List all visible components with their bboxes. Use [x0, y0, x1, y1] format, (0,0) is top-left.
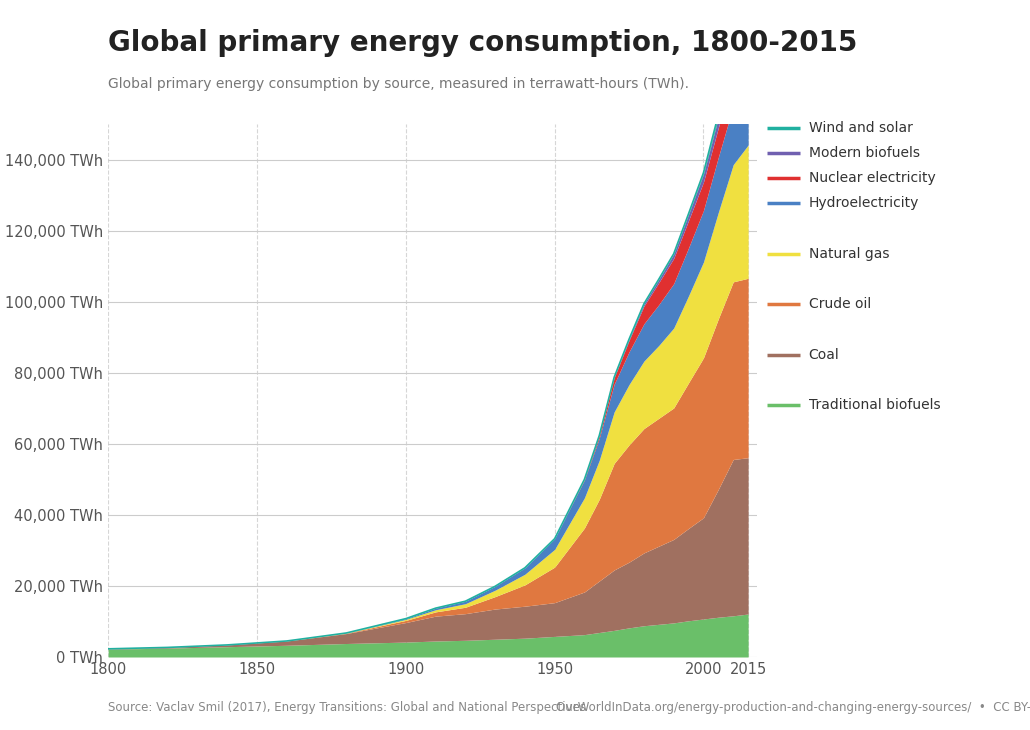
Text: Global primary energy consumption, 1800-2015: Global primary energy consumption, 1800-… — [108, 29, 858, 57]
Text: Hydroelectricity: Hydroelectricity — [809, 196, 919, 210]
Text: Our World: Our World — [920, 36, 995, 50]
Text: Wind and solar: Wind and solar — [809, 120, 913, 135]
Text: Coal: Coal — [809, 347, 839, 362]
Text: Natural gas: Natural gas — [809, 247, 889, 261]
Text: Modern biofuels: Modern biofuels — [809, 146, 920, 160]
Text: Nuclear electricity: Nuclear electricity — [809, 172, 935, 185]
Text: OurWorldInData.org/energy-production-and-changing-energy-sources/  •  CC BY-SA: OurWorldInData.org/energy-production-and… — [556, 701, 1030, 714]
Text: in Data: in Data — [930, 56, 985, 69]
Text: Source: Vaclav Smil (2017), Energy Transitions: Global and National Perspectives: Source: Vaclav Smil (2017), Energy Trans… — [108, 701, 586, 714]
Text: Global primary energy consumption by source, measured in terrawatt-hours (TWh).: Global primary energy consumption by sou… — [108, 77, 689, 91]
Text: Crude oil: Crude oil — [809, 297, 870, 312]
Text: Traditional biofuels: Traditional biofuels — [809, 399, 940, 412]
